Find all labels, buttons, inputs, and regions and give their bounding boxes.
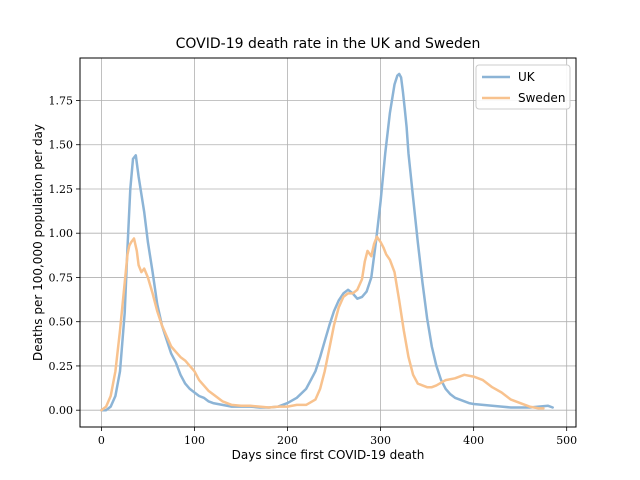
- series-layer: [100, 72, 554, 412]
- x-tick-label: 300: [370, 434, 391, 447]
- legend: UK Sweden: [475, 64, 571, 110]
- legend-label-uk: UK: [518, 70, 536, 84]
- y-tick-label: 0.50: [49, 316, 74, 329]
- grid-lines: [80, 58, 576, 427]
- axes-frame: [79, 57, 577, 428]
- y-tick-label: 0.00: [49, 404, 74, 417]
- series-line-sweden: [100, 235, 545, 412]
- axis-ticks: 0 100 200 300 400 500 0.00 0.25 0.50 0.75 1.00 1.25…: [49, 94, 578, 447]
- x-tick-label: 200: [277, 434, 298, 447]
- y-tick-label: 0.25: [49, 360, 74, 373]
- chart-title: COVID-19 death rate in the UK and Sweden: [176, 36, 481, 52]
- x-tick-label: 100: [184, 434, 205, 447]
- y-tick-label: 1.50: [49, 139, 74, 152]
- y-tick-label: 1.75: [49, 94, 74, 107]
- y-tick-label: 1.00: [49, 227, 74, 240]
- x-tick-label: 0: [98, 434, 105, 447]
- y-axis-label: Deaths per 100,000 population per day: [31, 124, 45, 361]
- series-line-uk: [100, 72, 554, 412]
- x-axis-label: Days since first COVID-19 death: [232, 448, 425, 462]
- y-tick-label: 0.75: [49, 271, 74, 284]
- y-tick-label: 1.25: [49, 183, 74, 196]
- x-tick-label: 400: [463, 434, 484, 447]
- x-tick-label: 500: [556, 434, 577, 447]
- legend-label-sweden: Sweden: [518, 91, 565, 105]
